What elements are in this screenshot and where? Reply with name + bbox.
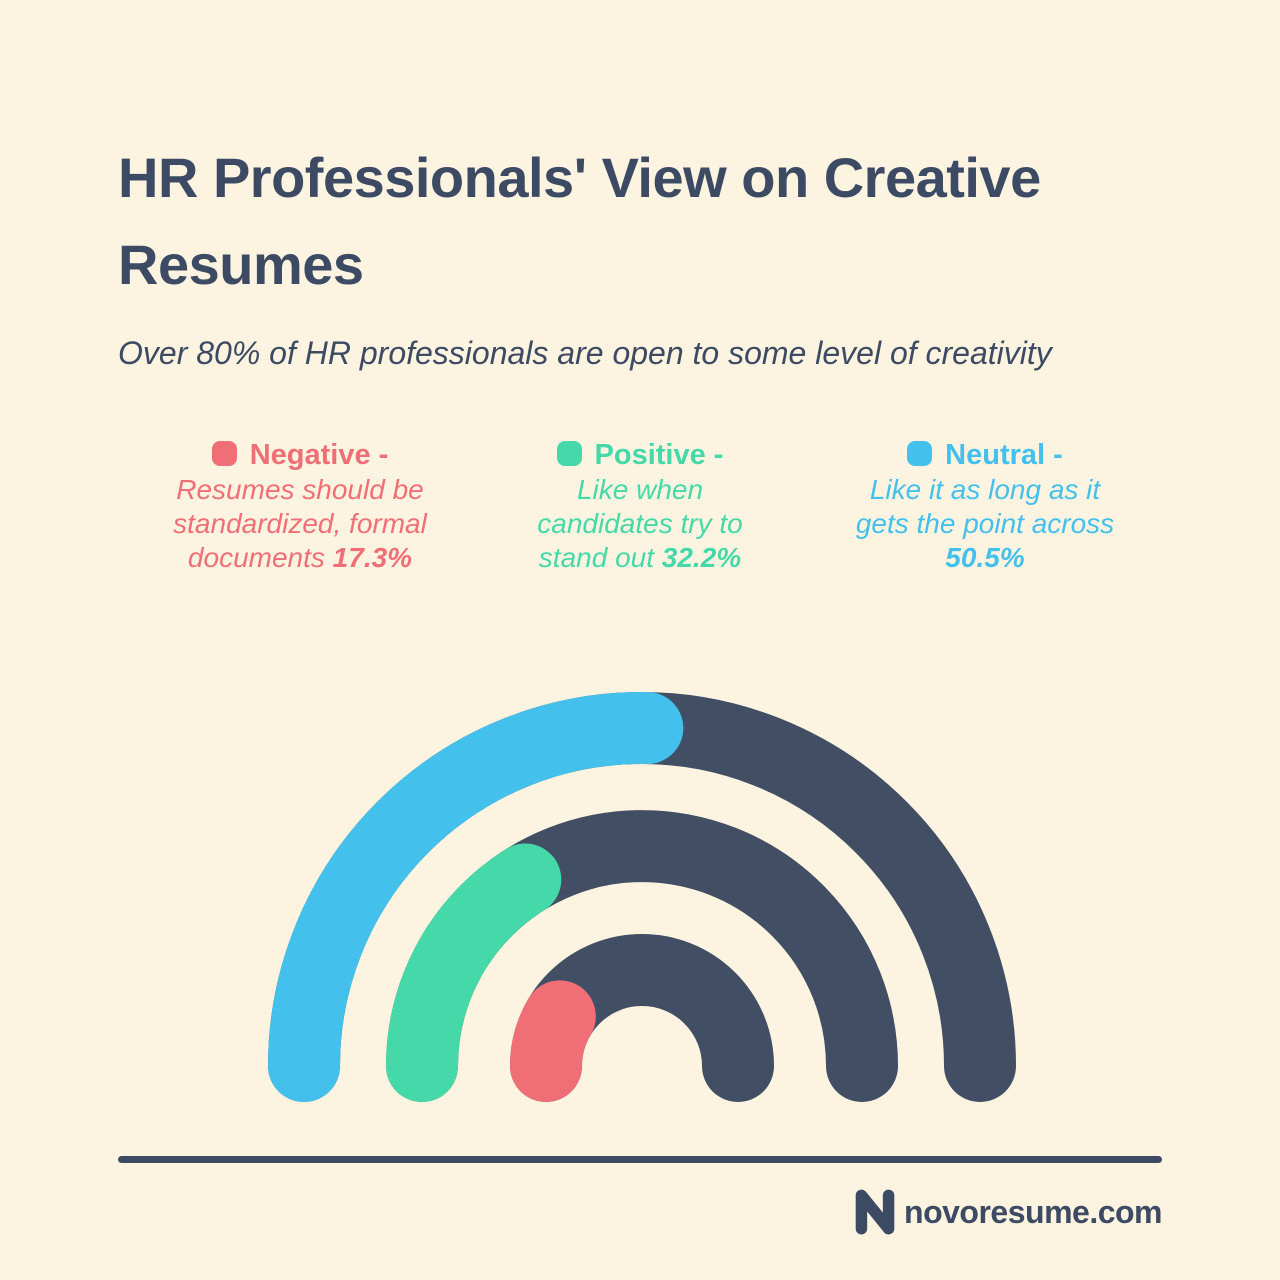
legend-label: Positive <box>594 439 706 471</box>
neutral-swatch-icon <box>907 441 933 466</box>
brand-text: novoresume.com <box>904 1193 1162 1230</box>
legend-desc-line: Like when <box>576 474 704 505</box>
legend-item-negative: Negative - Resumes should be standardize… <box>140 438 460 575</box>
legend-desc-line: Like it as long as it <box>869 474 1101 505</box>
legend: Negative - Resumes should be standardize… <box>0 438 1280 608</box>
legend-description: Resumes should be standardized, formal d… <box>140 473 460 575</box>
legend-desc-line: gets the point across <box>855 508 1115 539</box>
novoresume-n-logo-icon <box>855 1189 895 1235</box>
legend-head: Negative - <box>140 438 460 472</box>
negative-swatch-icon <box>211 441 237 466</box>
legend-desc-line: standardized, formal <box>173 508 427 539</box>
legend-head: Positive - <box>505 438 775 472</box>
legend-desc-line: candidates try to <box>537 508 743 539</box>
page-subtitle: Over 80% of HR professionals are open to… <box>118 335 1052 371</box>
legend-desc-line: 50.5% <box>830 541 1140 575</box>
positive-swatch-icon <box>556 441 582 466</box>
legend-item-positive: Positive - Like when candidates try to s… <box>505 438 775 575</box>
gauge-value-negative <box>510 980 596 1102</box>
legend-separator: - <box>713 439 724 471</box>
legend-desc-line: documents 17.3% <box>187 542 413 573</box>
footer-divider <box>118 1156 1162 1163</box>
legend-description: Like when candidates try to stand out 32… <box>505 473 775 575</box>
legend-separator: - <box>1053 439 1063 471</box>
gauge-value-positive <box>386 843 562 1102</box>
legend-label: Neutral <box>945 439 1046 471</box>
legend-description: Like it as long as it gets the point acr… <box>830 473 1140 575</box>
footer-brand: novoresume.com <box>854 1188 1162 1236</box>
legend-percent: 32.2% <box>661 542 742 573</box>
legend-desc-line: stand out 32.2% <box>538 542 742 573</box>
legend-item-neutral: Neutral - Like it as long as it gets the… <box>830 438 1140 575</box>
legend-desc-line: Resumes should be <box>176 474 424 505</box>
legend-head: Neutral - <box>830 438 1140 472</box>
gauge-value-neutral <box>268 692 684 1102</box>
legend-separator: - <box>378 439 389 471</box>
legend-percent: 17.3% <box>332 542 413 573</box>
page-title: HR Professionals' View on Creative Resum… <box>118 145 1041 296</box>
legend-label: Negative <box>249 439 371 471</box>
legend-percent: 50.5% <box>945 542 1025 573</box>
